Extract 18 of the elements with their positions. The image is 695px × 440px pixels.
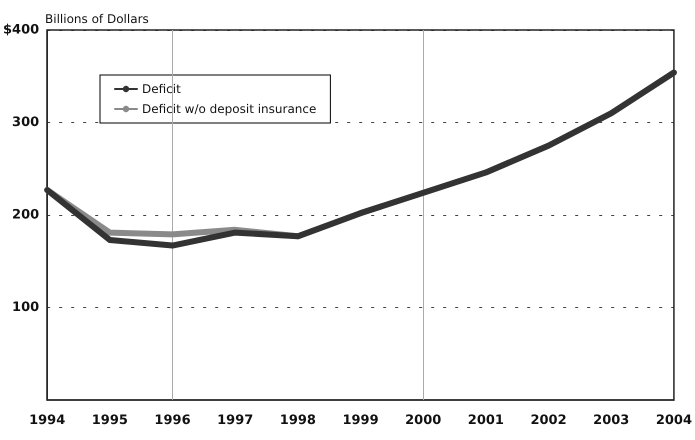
y-tick-label: 300 xyxy=(12,115,40,130)
x-tick-label: 2001 xyxy=(468,413,504,428)
x-tick-label: 1996 xyxy=(154,413,191,428)
x-tick-label: 1994 xyxy=(29,413,66,428)
y-tick-label: 100 xyxy=(12,300,40,315)
y-tick-label: $400 xyxy=(2,22,40,38)
x-tick-label: 2000 xyxy=(405,413,442,428)
legend-label: Deficit w/o deposit insurance xyxy=(142,102,316,116)
x-tick-label: 1995 xyxy=(92,413,128,428)
x-tick-label: 1998 xyxy=(280,413,316,428)
y-tick-label: 200 xyxy=(12,208,40,222)
x-tick-label: 1999 xyxy=(342,413,379,428)
x-tick-label: 2002 xyxy=(530,413,567,428)
y-axis-title: Billions of Dollars xyxy=(45,12,149,26)
legend-label: Deficit xyxy=(142,82,182,96)
x-tick-label: 1997 xyxy=(217,413,254,428)
x-tick-label: 2003 xyxy=(593,413,630,428)
x-tick-label: 2004 xyxy=(656,413,692,428)
